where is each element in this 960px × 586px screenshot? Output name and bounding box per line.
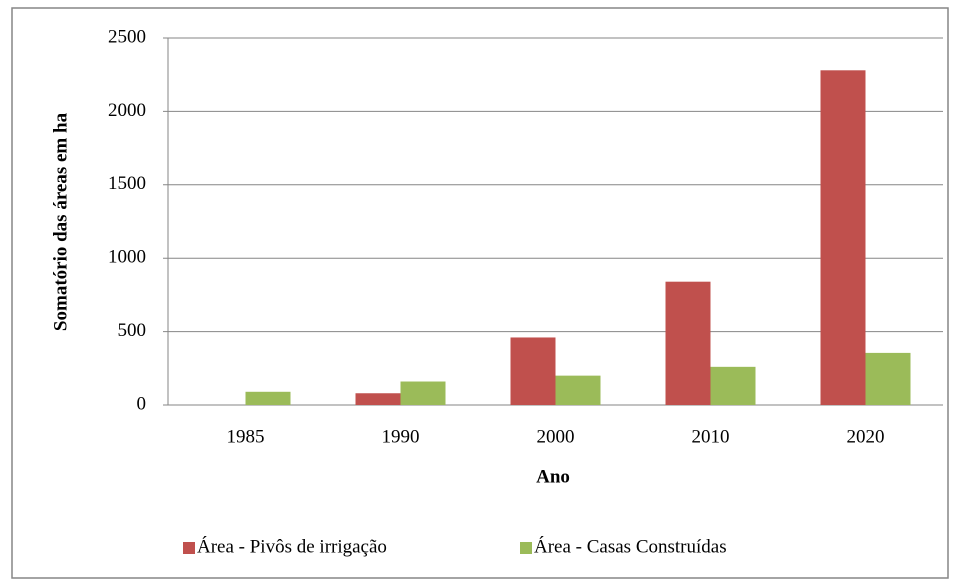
- x-axis-label: Ano: [536, 466, 570, 487]
- legend-swatch: [520, 542, 532, 554]
- bar: [400, 381, 446, 405]
- y-tick-label: 1000: [108, 247, 146, 268]
- chart-frame: [11, 7, 949, 579]
- legend-label: Área - Pivôs de irrigação: [197, 535, 387, 557]
- legend-label: Área - Casas Construídas: [534, 535, 727, 557]
- y-tick-label: 1500: [108, 173, 146, 194]
- x-tick-label: 2010: [692, 426, 730, 447]
- x-tick-label: 2000: [537, 426, 575, 447]
- bar: [355, 393, 401, 405]
- x-tick-label: 1985: [227, 426, 265, 447]
- legend-swatch: [183, 542, 195, 554]
- y-tick-label: 2500: [108, 26, 146, 47]
- y-tick-label: 500: [118, 320, 147, 341]
- bar: [510, 337, 556, 405]
- bar: [820, 70, 866, 406]
- x-tick-label: 2020: [847, 426, 885, 447]
- y-tick-label: 2000: [108, 100, 146, 121]
- bar: [710, 366, 756, 405]
- y-axis-label: Somatório das áreas em ha: [50, 112, 71, 331]
- y-tick-label: 0: [137, 393, 147, 414]
- bar: [245, 391, 291, 405]
- bar: [865, 352, 911, 405]
- bar: [665, 281, 711, 405]
- bar: [555, 375, 601, 405]
- x-tick-label: 1990: [382, 426, 420, 447]
